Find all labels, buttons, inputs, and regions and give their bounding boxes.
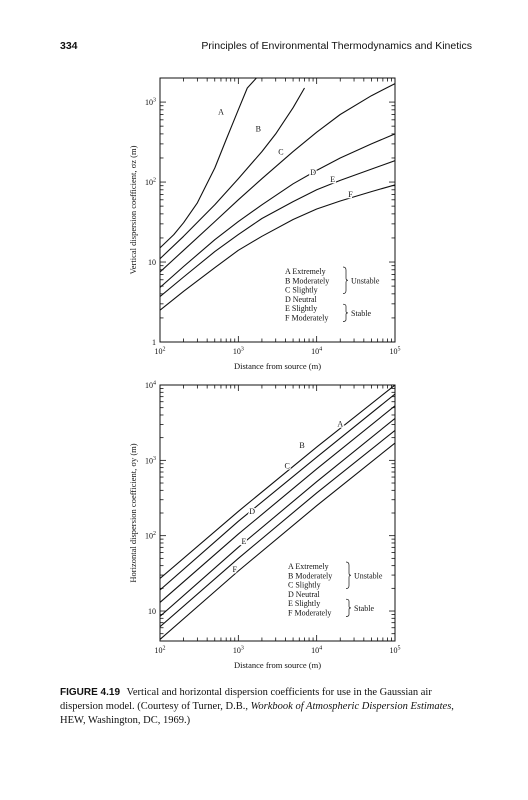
x-tick-label: 103	[233, 646, 244, 656]
series-line-A	[160, 385, 395, 579]
series-line-B	[160, 87, 305, 260]
series-label-A: A	[337, 420, 343, 429]
legend-group-stable: Stable	[354, 604, 374, 613]
x-axis-title: Distance from source (m)	[234, 660, 321, 670]
series-label-B: B	[299, 441, 304, 450]
x-tick-label: 102	[155, 646, 166, 656]
chart-panel-bottom: 102 103 104 105 10 102 103 104 Distance from sou…	[128, 381, 401, 671]
y-tick-label: 10	[148, 258, 156, 267]
legend-item: B Moderately	[285, 276, 329, 285]
y-tick-label: 102	[145, 178, 156, 188]
legend-group-unstable: Unstable	[351, 276, 380, 285]
series-line-F	[160, 184, 395, 311]
figure-charts: 102 103 104 105 1 10 102 103 Distance from sourc…	[128, 77, 401, 671]
legend-brace-stable	[342, 303, 349, 322]
caption-italic-title: Workbook of Atmospheric Dispersion Estim…	[250, 701, 452, 712]
y-tick-label: 103	[145, 98, 156, 108]
y-tick-label: 1	[152, 338, 156, 347]
running-title: Principles of Environmental Thermodynami…	[201, 40, 472, 52]
series-line-C	[160, 405, 395, 603]
series-label-F: F	[348, 190, 353, 199]
series-line-C	[160, 83, 395, 273]
series-label-B: B	[256, 124, 261, 133]
series-line-D	[160, 417, 395, 617]
legend-item: C Slightly	[285, 286, 318, 295]
legend-item: F Moderately	[285, 314, 328, 323]
series-label-F: F	[233, 565, 238, 574]
x-tick-label: 105	[390, 347, 401, 357]
page-header: 334 Principles of Environmental Thermody…	[60, 40, 472, 56]
y-tick-label: 104	[145, 381, 156, 391]
legend-bg	[285, 560, 385, 621]
series-group	[160, 385, 395, 640]
legend-item: B Moderately	[288, 571, 332, 580]
legend-brace-unstable	[342, 266, 349, 294]
caption-text-2: , HEW, Washington, DC, 1969.)	[60, 701, 454, 726]
x-tick-label: 104	[311, 646, 322, 656]
legend-item: F Moderately	[288, 609, 331, 618]
x-tick-label: 103	[233, 347, 244, 357]
series-label-D: D	[310, 168, 316, 177]
caption-text-1: Vertical and horizontal dispersion coeff…	[60, 687, 432, 712]
legend-item: A Extremely	[288, 562, 329, 571]
y-tick-label: 103	[145, 456, 156, 466]
series-label-A: A	[218, 107, 224, 116]
series-line-D	[160, 133, 395, 288]
series-line-A	[160, 78, 257, 249]
legend-group-stable: Stable	[351, 309, 371, 318]
legend-group-unstable: Unstable	[354, 571, 383, 580]
chart-panel-top: 102 103 104 105 1 10 102 103 Distance from sourc…	[128, 77, 401, 371]
series-label-C: C	[278, 148, 283, 157]
series-label-E: E	[330, 175, 335, 184]
x-tick-label: 104	[311, 347, 322, 357]
series-line-B	[160, 393, 395, 591]
legend-item: D Neutral	[285, 295, 318, 304]
legend-bg	[282, 265, 382, 326]
x-tick-label: 105	[390, 646, 401, 656]
legend-item: E Slightly	[285, 304, 317, 313]
legend-item: A Extremely	[285, 267, 326, 276]
series-line-E	[160, 429, 395, 628]
plot-frame	[159, 77, 396, 343]
legend-item: E Slightly	[288, 599, 320, 608]
series-label-E: E	[242, 537, 247, 546]
y-axis-title: Vertical dispersion coefficient, σz (m)	[128, 145, 138, 274]
y-tick-label: 10	[148, 607, 156, 616]
legend-brace-stable	[345, 598, 352, 617]
legend-brace-unstable	[345, 561, 352, 589]
legend-item: C Slightly	[288, 581, 321, 590]
series-label-D: D	[249, 507, 255, 516]
series-group	[160, 78, 395, 311]
legend-item: D Neutral	[288, 590, 321, 599]
x-axis-title: Distance from source (m)	[234, 361, 321, 371]
figure-caption: FIGURE 4.19 Vertical and horizontal disp…	[60, 686, 470, 728]
y-tick-label: 102	[145, 531, 156, 541]
y-axis-title: Horizontal dispersion coefficient, σy (m…	[128, 443, 138, 582]
x-tick-label: 102	[155, 347, 166, 357]
series-label-C: C	[284, 461, 289, 470]
figure-label: FIGURE 4.19	[60, 687, 121, 698]
series-line-F	[160, 442, 395, 640]
page-number: 334	[60, 40, 78, 52]
series-line-E	[160, 160, 395, 298]
